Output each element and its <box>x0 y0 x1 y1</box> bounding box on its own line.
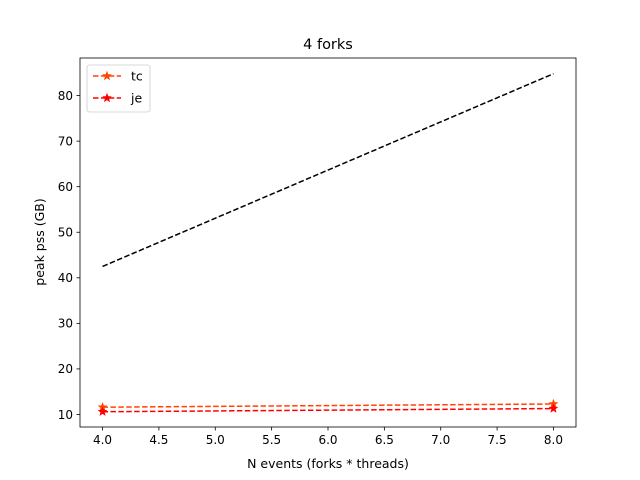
y-axis-label: peak pss (GB) <box>32 198 47 285</box>
legend-tc-label: tc <box>131 69 143 84</box>
series-je-line <box>102 407 554 413</box>
x-tick-label: 4.5 <box>149 433 168 447</box>
legend: tc je <box>86 64 151 113</box>
legend-tc-marker <box>101 70 113 81</box>
y-tick-label: 50 <box>58 226 73 240</box>
x-tick-label: 4.0 <box>93 433 112 447</box>
x-tick-label: 6.5 <box>375 433 394 447</box>
series-je-point <box>97 406 108 417</box>
chart-title: 4 forks <box>303 37 353 53</box>
legend-je-marker <box>101 92 113 103</box>
y-tick-label: 20 <box>58 362 73 376</box>
y-tick-label: 30 <box>58 317 73 331</box>
x-tick-label: 7.0 <box>431 433 450 447</box>
x-tick-label: 7.5 <box>488 433 507 447</box>
legend-je-label: je <box>130 91 142 106</box>
y-tick-label: 60 <box>58 180 73 194</box>
x-axis-label: N events (forks * threads) <box>247 456 409 471</box>
x-tick-label: 6.0 <box>318 433 337 447</box>
x-tick-label: 8.0 <box>544 433 563 447</box>
plot-area: 4.0 4.5 5.0 5.5 6.0 6.5 7.0 7.5 8.0 10 20 30 40 50 60 7… <box>58 57 577 447</box>
y-tick-label: 40 <box>58 271 73 285</box>
series-je-point <box>548 403 559 413</box>
y-tick-label: 10 <box>58 408 73 422</box>
x-tick-label: 5.5 <box>262 433 281 447</box>
x-tick-label: 5.0 <box>206 433 225 447</box>
series-2-line <box>102 73 554 268</box>
y-tick-label: 80 <box>58 89 73 103</box>
series-tc-line <box>102 403 554 408</box>
y-tick-label: 70 <box>58 134 73 148</box>
